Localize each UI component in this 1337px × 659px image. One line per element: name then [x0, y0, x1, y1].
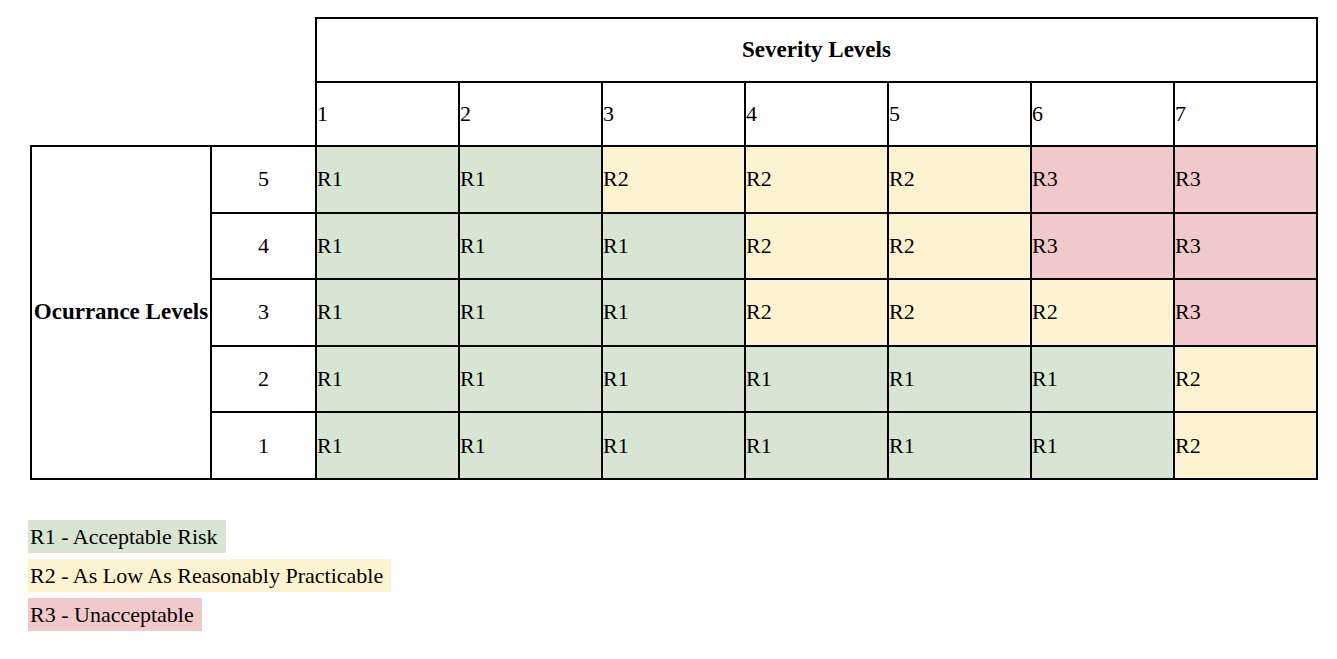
- risk-cell: R2: [1174, 412, 1317, 479]
- risk-cell: R1: [459, 412, 602, 479]
- risk-cell: R1: [316, 346, 459, 413]
- risk-cell: R1: [745, 346, 888, 413]
- legend-item-r3: R3 - Unacceptable: [28, 598, 391, 631]
- occurrence-level-cell: 1: [211, 412, 316, 479]
- risk-cell: R2: [745, 146, 888, 213]
- legend: R1 - Acceptable Risk R2 - As Low As Reas…: [28, 520, 391, 637]
- severity-level-cell: 7: [1174, 82, 1317, 146]
- risk-cell: R1: [316, 279, 459, 346]
- occurrence-level-cell: 5: [211, 146, 316, 213]
- risk-cell: R1: [888, 346, 1031, 413]
- severity-levels-header: Severity Levels: [316, 18, 1317, 82]
- risk-matrix-table: Severity Levels 1 2 3 4 5 6 7 Ocurrance …: [30, 17, 1318, 480]
- occurrence-levels-header: Ocurrance Levels: [31, 146, 211, 479]
- risk-cell: R1: [602, 279, 745, 346]
- legend-item-r1: R1 - Acceptable Risk: [28, 520, 391, 553]
- risk-cell: R3: [1174, 213, 1317, 280]
- severity-level-cell: 5: [888, 82, 1031, 146]
- risk-cell: R2: [745, 279, 888, 346]
- risk-cell: R1: [1031, 412, 1174, 479]
- severity-level-cell: 1: [316, 82, 459, 146]
- risk-cell: R1: [316, 412, 459, 479]
- document-page: Severity Levels 1 2 3 4 5 6 7 Ocurrance …: [0, 0, 1337, 659]
- risk-cell: R1: [459, 213, 602, 280]
- risk-cell: R1: [316, 146, 459, 213]
- empty-corner-cell: [31, 18, 316, 82]
- risk-cell: R2: [888, 146, 1031, 213]
- risk-cell: R2: [602, 146, 745, 213]
- risk-cell: R1: [602, 346, 745, 413]
- risk-cell: R1: [459, 146, 602, 213]
- occurrence-level-cell: 4: [211, 213, 316, 280]
- risk-cell: R1: [1031, 346, 1174, 413]
- legend-item-r2: R2 - As Low As Reasonably Practicable: [28, 559, 391, 592]
- risk-cell: R2: [745, 213, 888, 280]
- risk-cell: R2: [1031, 279, 1174, 346]
- risk-cell: R2: [888, 213, 1031, 280]
- occurrence-level-cell: 2: [211, 346, 316, 413]
- severity-level-cell: 3: [602, 82, 745, 146]
- risk-cell: R1: [316, 213, 459, 280]
- risk-cell: R1: [459, 279, 602, 346]
- empty-corner-cell: [31, 82, 316, 146]
- risk-cell: R3: [1031, 213, 1174, 280]
- severity-level-cell: 6: [1031, 82, 1174, 146]
- legend-label-r3: R3 - Unacceptable: [28, 598, 202, 631]
- risk-cell: R1: [602, 412, 745, 479]
- occurrence-level-cell: 3: [211, 279, 316, 346]
- risk-cell: R2: [888, 279, 1031, 346]
- risk-cell: R1: [745, 412, 888, 479]
- severity-level-cell: 4: [745, 82, 888, 146]
- risk-cell: R2: [1174, 346, 1317, 413]
- risk-cell: R1: [888, 412, 1031, 479]
- risk-cell: R1: [459, 346, 602, 413]
- legend-label-r2: R2 - As Low As Reasonably Practicable: [28, 559, 391, 592]
- legend-label-r1: R1 - Acceptable Risk: [28, 520, 226, 553]
- risk-cell: R3: [1031, 146, 1174, 213]
- risk-cell: R1: [602, 213, 745, 280]
- risk-cell: R3: [1174, 279, 1317, 346]
- risk-cell: R3: [1174, 146, 1317, 213]
- severity-level-cell: 2: [459, 82, 602, 146]
